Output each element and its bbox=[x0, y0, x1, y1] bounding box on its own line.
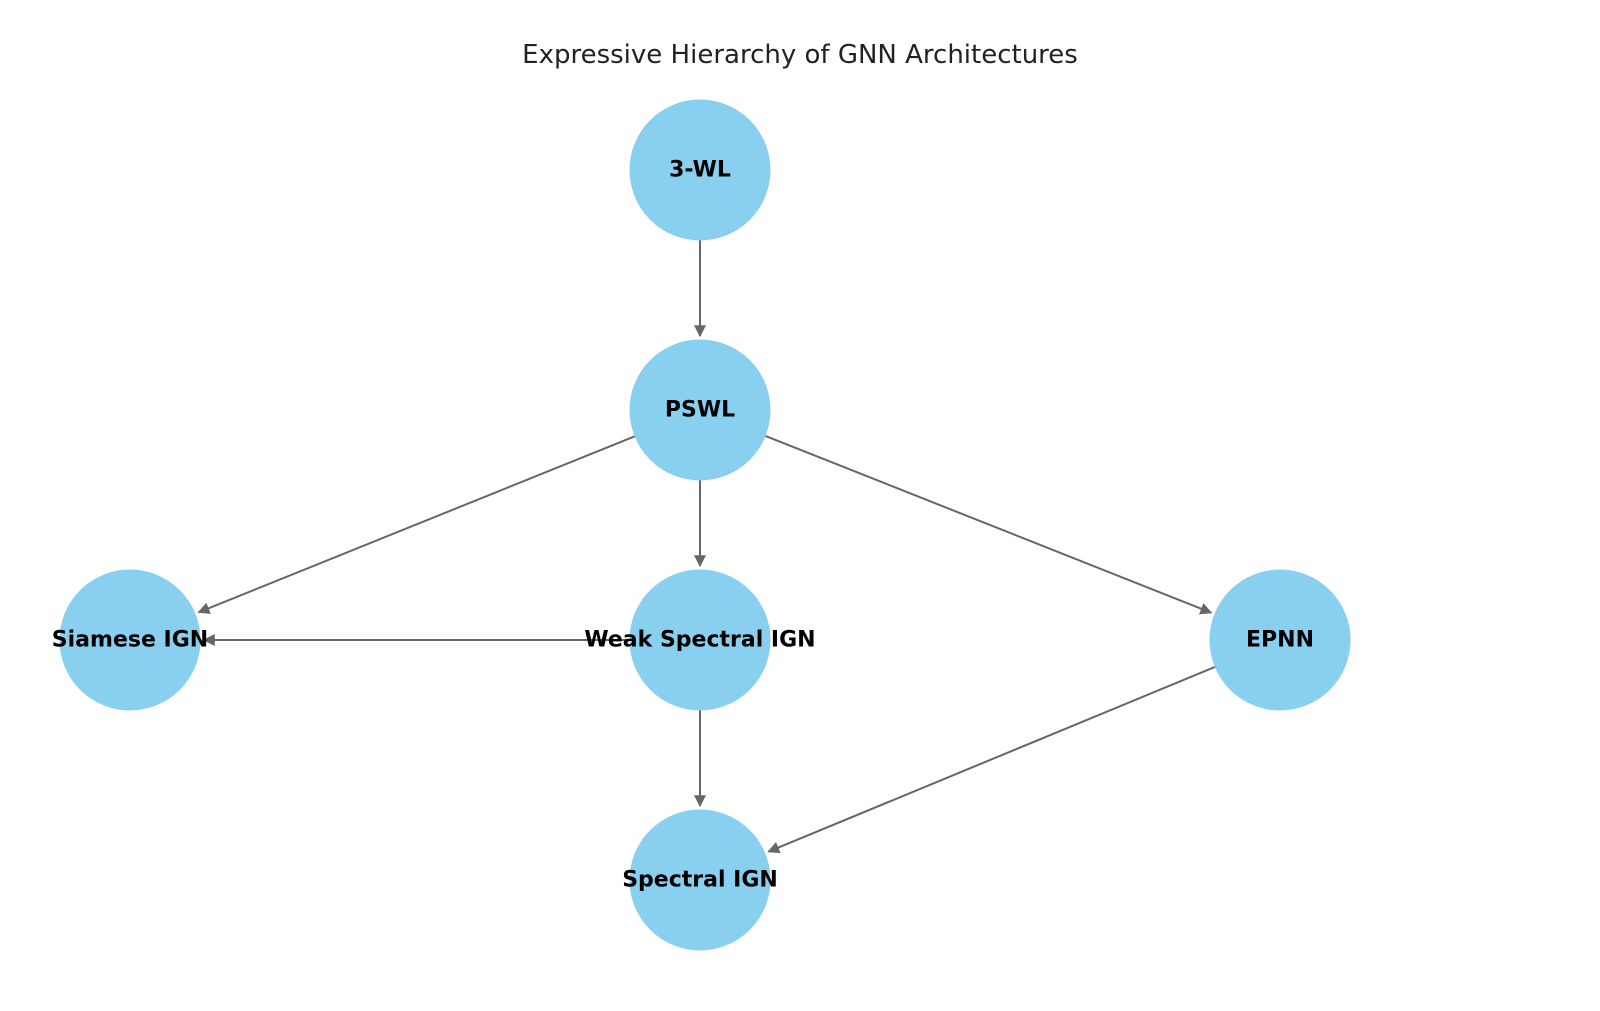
node-3wl: 3-WL bbox=[630, 100, 770, 240]
node-label-epnn: EPNN bbox=[1246, 628, 1314, 653]
node-label-weak: Weak Spectral IGN bbox=[584, 628, 815, 653]
node-epnn: EPNN bbox=[1210, 570, 1350, 710]
node-label-spectral: Spectral IGN bbox=[622, 868, 778, 893]
edge-epnn-to-spectral bbox=[768, 667, 1215, 852]
node-siamese: Siamese IGN bbox=[52, 570, 208, 710]
edge-pswl-to-siamese bbox=[199, 436, 635, 612]
node-spectral: Spectral IGN bbox=[622, 810, 778, 950]
node-label-3wl: 3-WL bbox=[669, 158, 731, 183]
node-weak: Weak Spectral IGN bbox=[584, 570, 815, 710]
hierarchy-graph: 3-WL PSWL Siamese IGN Weak Spectral IGN EPNN… bbox=[0, 0, 1600, 1011]
diagram-container: Expressive Hierarchy of GNN Architecture… bbox=[0, 0, 1600, 1011]
node-label-siamese: Siamese IGN bbox=[52, 628, 208, 653]
node-label-pswl: PSWL bbox=[665, 398, 735, 423]
node-pswl: PSWL bbox=[630, 340, 770, 480]
edge-pswl-to-epnn bbox=[765, 436, 1211, 613]
